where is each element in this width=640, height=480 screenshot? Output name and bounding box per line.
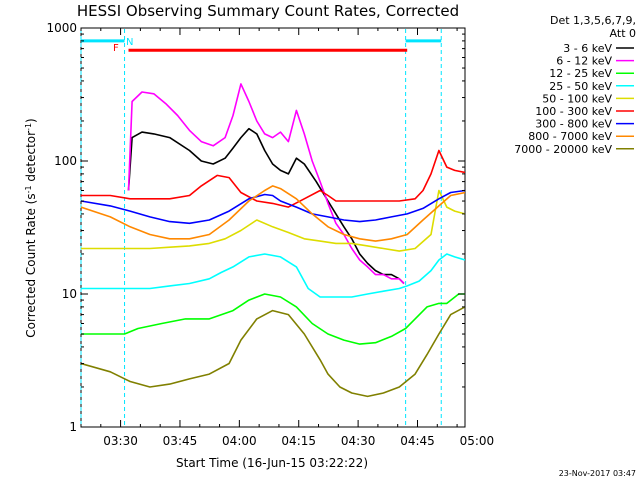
series-line-0 bbox=[127, 127, 405, 285]
series-lines bbox=[81, 83, 465, 398]
series-line-6 bbox=[81, 189, 465, 225]
series-line-3 bbox=[81, 253, 465, 298]
series-line-1 bbox=[127, 83, 405, 285]
legend-entry-label: 50 - 100 keV bbox=[542, 92, 612, 105]
x-tick-label: 04:30 bbox=[341, 434, 376, 448]
y-axis-label-sup2: -1 bbox=[24, 123, 33, 131]
x-tick-label: 04:45 bbox=[400, 434, 435, 448]
series-line-4 bbox=[81, 189, 465, 252]
x-axis-label: Start Time (16-Jun-15 03:22:22) bbox=[176, 456, 368, 470]
y-axis-ticks: 1 10 100 1000 bbox=[46, 21, 465, 434]
series-line-8 bbox=[81, 306, 465, 398]
legend-entry-label: 6 - 12 keV bbox=[556, 55, 612, 68]
legend-header-detectors: Det 1,3,5,6,7,9, bbox=[550, 14, 636, 27]
legend-entry-label: 100 - 300 keV bbox=[535, 105, 612, 118]
x-tick-label: 04:00 bbox=[222, 434, 257, 448]
legend-header-attenuator: Att 0 bbox=[610, 27, 636, 40]
y-axis-label-end: ) bbox=[24, 118, 38, 123]
y-axis-label-mid: detector bbox=[24, 131, 38, 186]
night-flag-label: N bbox=[126, 37, 133, 48]
chart-title: HESSI Observing Summary Count Rates, Cor… bbox=[77, 2, 459, 20]
y-tick-label: 1000 bbox=[46, 21, 77, 35]
legend-entry-label: 25 - 50 keV bbox=[549, 80, 612, 93]
series-line-7 bbox=[81, 185, 465, 242]
generation-timestamp: 23-Nov-2017 03:47 bbox=[559, 469, 636, 478]
series-line-5 bbox=[81, 149, 465, 208]
x-tick-label: 05:00 bbox=[460, 434, 495, 448]
y-axis-label: Corrected Count Rate (s-1 detector-1) bbox=[24, 118, 39, 337]
legend-entry-label: 3 - 6 keV bbox=[563, 42, 612, 55]
series-line-2 bbox=[81, 293, 465, 345]
legend-entry-label: 800 - 7000 keV bbox=[528, 130, 612, 143]
legend-entry-label: 12 - 25 keV bbox=[549, 67, 612, 80]
legend-entry-label: 300 - 800 keV bbox=[535, 118, 612, 131]
y-axis-label-sup1: -1 bbox=[24, 185, 33, 193]
flag-overlays bbox=[80, 29, 442, 427]
y-tick-label: 100 bbox=[54, 154, 77, 168]
y-axis-label-main: Corrected Count Rate (s bbox=[24, 193, 38, 337]
x-tick-label: 04:15 bbox=[281, 434, 316, 448]
y-tick-label: 1 bbox=[69, 420, 77, 434]
x-tick-label: 03:45 bbox=[163, 434, 198, 448]
y-tick-label: 10 bbox=[62, 287, 77, 301]
flare-flag-label: F bbox=[113, 43, 119, 54]
legend-entry-label: 7000 - 20000 keV bbox=[514, 143, 612, 156]
x-axis-ticks: 03:30 03:45 04:00 04:15 04:30 04:45 05:00 bbox=[80, 28, 495, 448]
x-tick-label: 03:30 bbox=[103, 434, 138, 448]
